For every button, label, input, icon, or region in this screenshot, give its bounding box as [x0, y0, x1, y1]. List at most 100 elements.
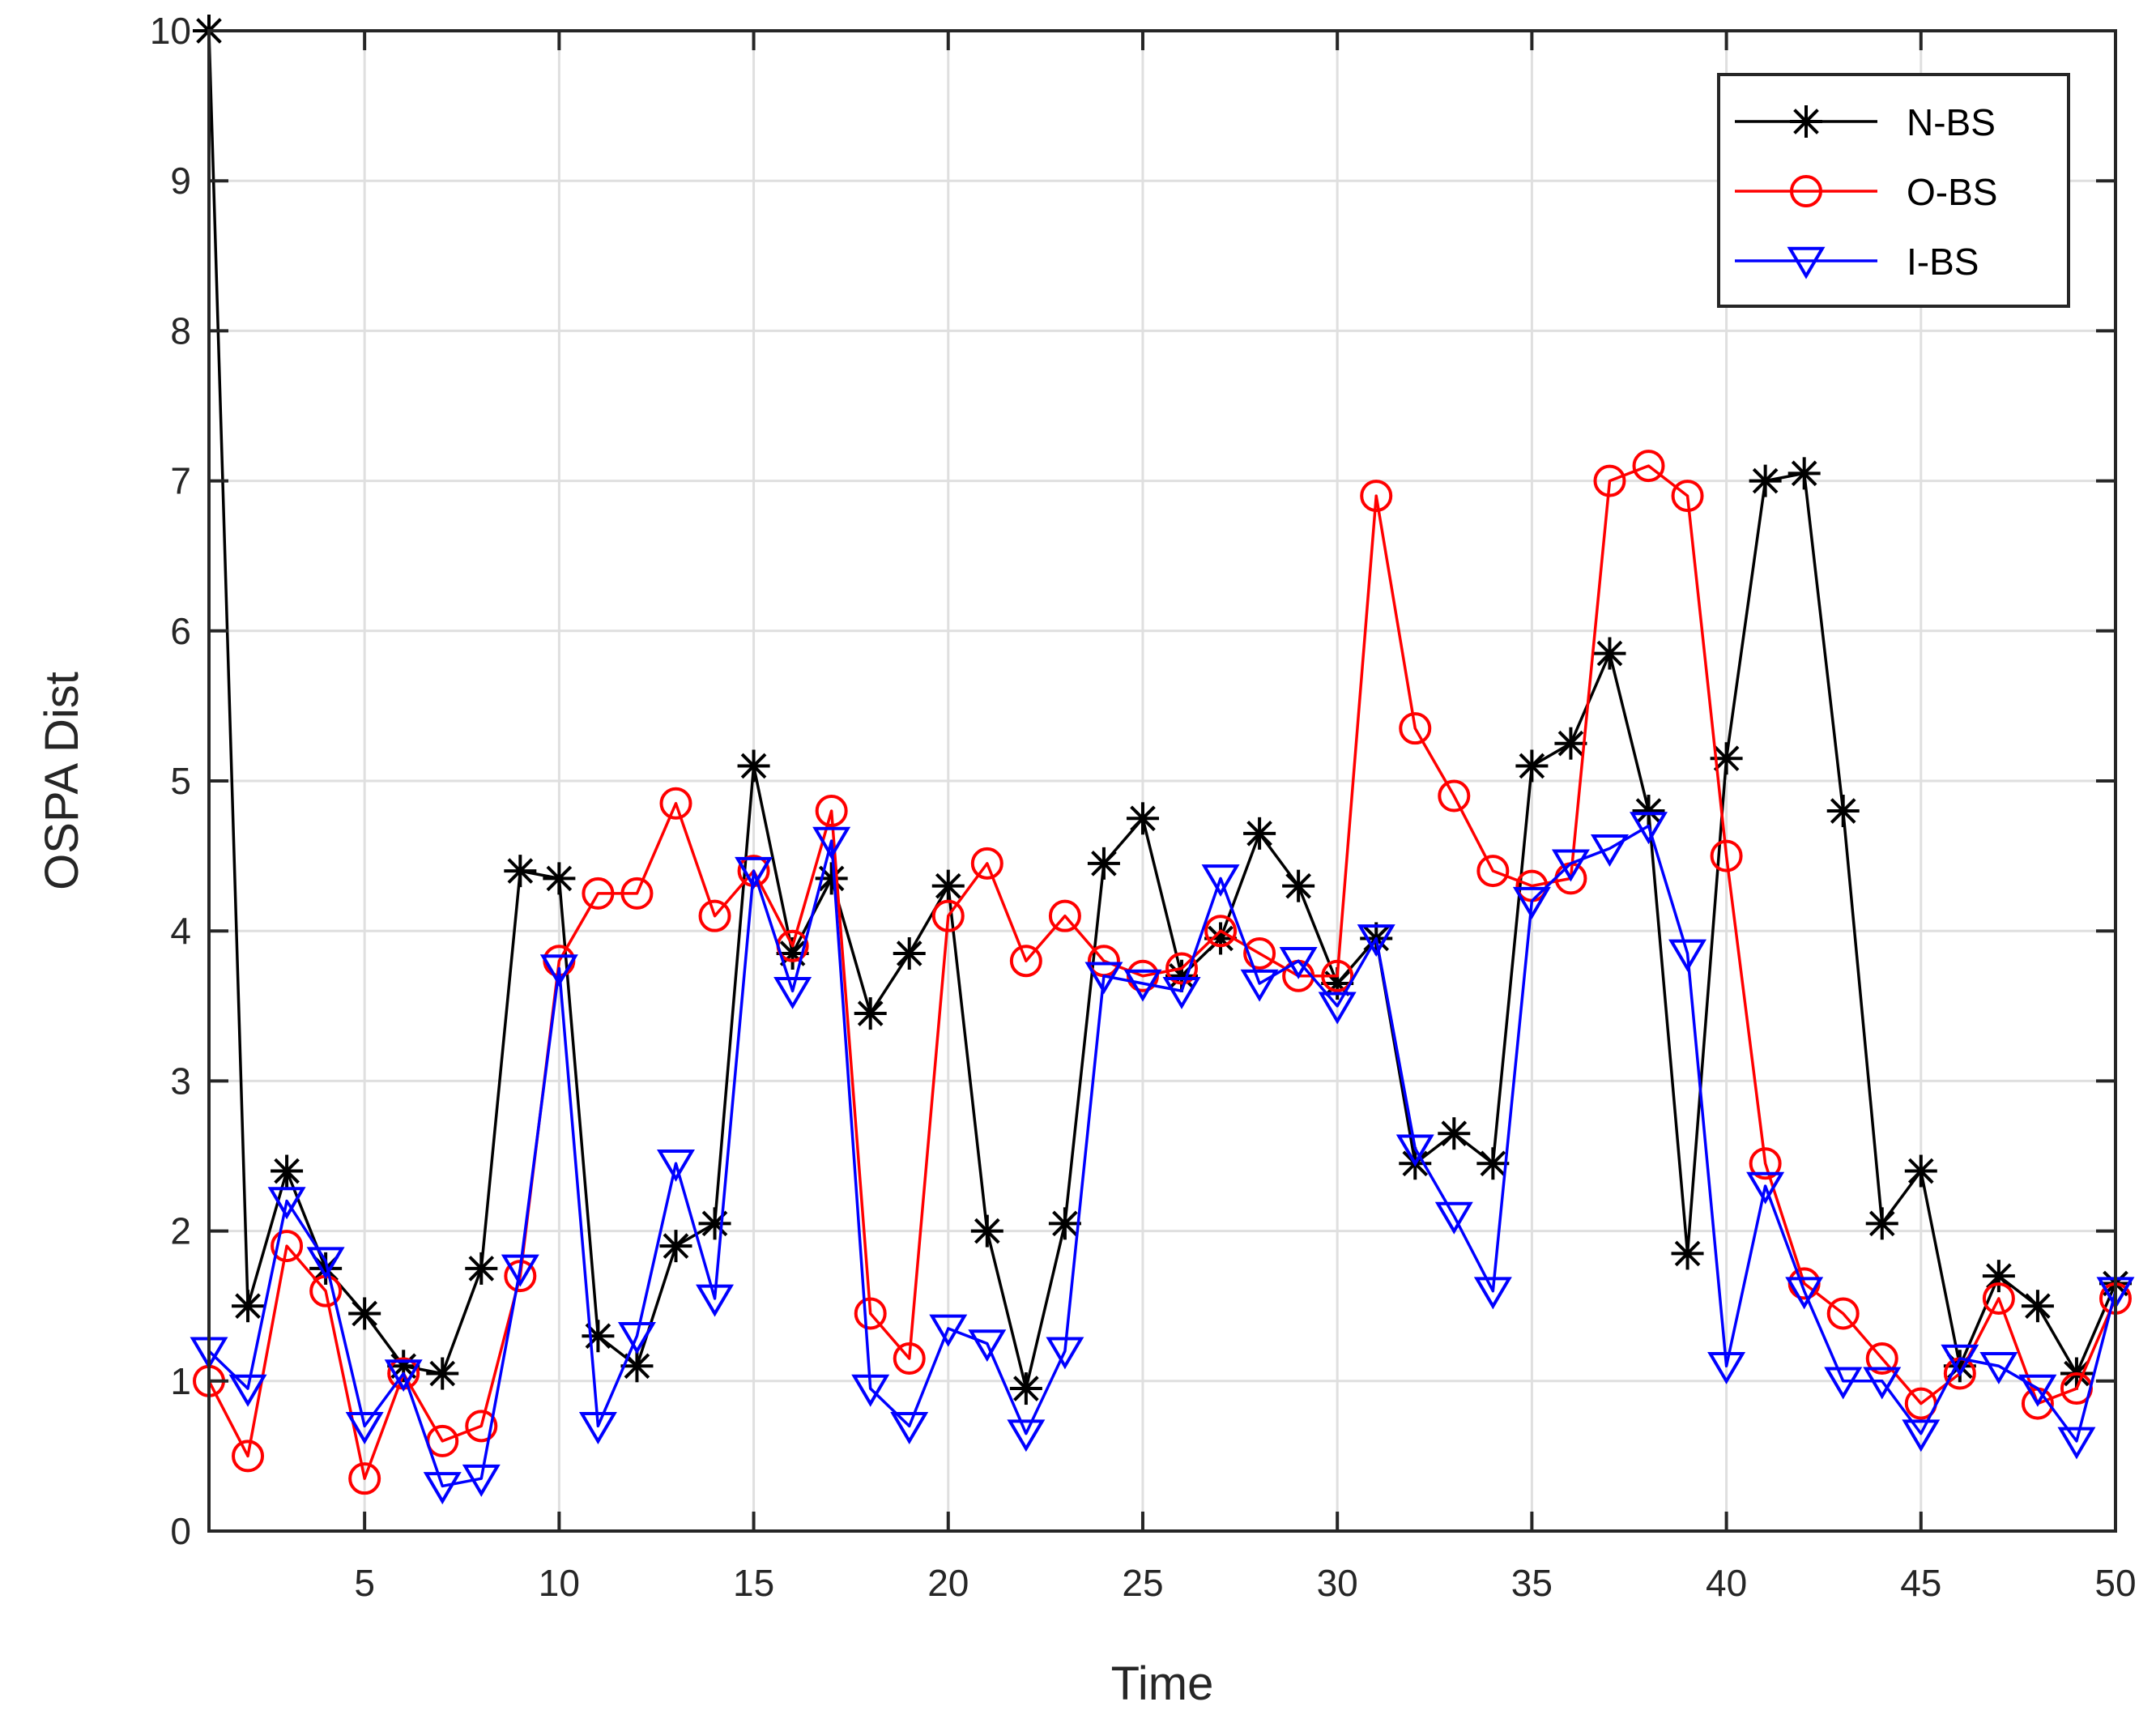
data-point-i-bs	[1084, 962, 1123, 995]
data-point-i-bs	[1318, 992, 1357, 1025]
y-tick-label: 3	[170, 1060, 191, 1102]
data-point-i-bs	[539, 954, 578, 987]
data-point-i-bs	[578, 1412, 617, 1445]
y-tick-label: 8	[170, 309, 191, 352]
data-point-i-bs	[2018, 1374, 2057, 1407]
x-tick-label: 30	[1317, 1562, 1358, 1604]
legend-label-o-bs: O-BS	[1907, 171, 1997, 213]
data-point-n-bs	[893, 936, 926, 970]
data-point-i-bs	[1979, 1351, 2018, 1384]
data-point-i-bs	[228, 1374, 267, 1407]
data-point-i-bs	[1551, 849, 1590, 882]
data-point-i-bs	[1863, 1367, 1902, 1400]
series-layer	[190, 15, 2135, 1505]
data-point-n-bs	[504, 855, 537, 888]
data-point-n-bs	[970, 1214, 1003, 1248]
data-point-n-bs	[931, 869, 965, 902]
data-point-i-bs	[1123, 969, 1162, 1002]
data-point-n-bs	[620, 1350, 654, 1383]
data-point-i-bs	[929, 1314, 968, 1347]
data-point-o-bs	[582, 877, 615, 910]
data-point-n-bs	[1009, 1372, 1042, 1405]
y-tick-label: 4	[170, 910, 191, 952]
data-point-i-bs	[1046, 1337, 1084, 1370]
data-point-o-bs	[1321, 959, 1354, 992]
data-point-i-bs	[1434, 1201, 1473, 1235]
y-tick-label: 6	[170, 610, 191, 652]
data-point-i-bs	[1512, 886, 1551, 919]
data-point-n-bs	[1515, 749, 1549, 783]
data-point-i-bs	[1941, 1344, 1979, 1377]
legend-label-n-bs: N-BS	[1907, 101, 1996, 143]
data-point-n-bs	[232, 1290, 265, 1323]
data-point-i-bs	[851, 1374, 890, 1407]
data-point-i-bs	[1746, 1171, 1785, 1205]
data-point-i-bs	[656, 1149, 695, 1182]
data-point-o-bs	[970, 847, 1003, 880]
data-point-o-bs	[1865, 1342, 1898, 1376]
data-point-o-bs	[815, 795, 848, 828]
data-point-i-bs	[735, 856, 773, 889]
data-point-o-bs	[698, 899, 731, 932]
data-point-o-bs	[1438, 779, 1471, 813]
data-point-o-bs	[1243, 936, 1276, 970]
data-point-i-bs	[267, 1187, 306, 1220]
data-point-n-bs	[1126, 802, 1159, 835]
data-point-i-bs	[812, 826, 851, 860]
data-point-i-bs	[1630, 812, 1668, 845]
data-point-n-bs	[1243, 817, 1276, 850]
data-point-n-bs	[1438, 1117, 1471, 1150]
data-point-n-bs	[465, 1252, 498, 1285]
data-point-o-bs	[1593, 464, 1626, 497]
legend-box	[1717, 73, 2070, 308]
legend-item-n-bs: N-BS	[1735, 101, 1996, 143]
data-point-o-bs	[232, 1440, 265, 1473]
legend-marker-n-bs	[1790, 105, 1822, 138]
data-point-i-bs	[617, 1321, 656, 1354]
data-point-n-bs	[1632, 795, 1665, 828]
data-point-i-bs	[1240, 969, 1279, 1002]
data-point-o-bs	[854, 1297, 887, 1330]
y-axis-label: OSPA Dist	[36, 672, 88, 890]
data-point-o-bs	[1399, 712, 1432, 745]
y-tick-label: 2	[170, 1210, 191, 1252]
data-point-i-bs	[1279, 946, 1318, 979]
data-point-n-bs	[1982, 1260, 2015, 1293]
data-point-n-bs	[543, 862, 576, 895]
data-point-o-bs	[1165, 952, 1199, 985]
data-point-i-bs	[773, 976, 812, 1009]
data-point-i-bs	[306, 1247, 345, 1280]
data-point-n-bs	[1087, 847, 1120, 880]
data-point-i-bs	[890, 1412, 929, 1445]
data-point-n-bs	[348, 1297, 381, 1330]
data-point-n-bs	[426, 1357, 459, 1390]
data-point-n-bs	[854, 997, 887, 1030]
legend-item-o-bs: O-BS	[1735, 171, 1997, 213]
data-point-n-bs	[1282, 869, 1315, 902]
x-tick-label: 15	[733, 1562, 774, 1604]
data-point-o-bs	[659, 787, 692, 820]
data-point-n-bs	[1865, 1207, 1898, 1240]
x-tick-label: 40	[1706, 1562, 1747, 1604]
data-point-i-bs	[1395, 1134, 1434, 1167]
x-tick-label: 50	[2094, 1562, 2136, 1604]
data-point-n-bs	[1593, 637, 1626, 670]
data-point-o-bs	[348, 1462, 381, 1495]
legend-marker-i-bs	[1787, 246, 1826, 279]
data-point-n-bs	[271, 1154, 304, 1188]
data-point-i-bs	[1707, 1351, 1746, 1384]
series-i-bs	[190, 812, 2135, 1505]
data-point-o-bs	[1826, 1297, 1860, 1330]
y-tick-label: 7	[170, 460, 191, 502]
legend-label-i-bs: I-BS	[1907, 241, 1979, 283]
data-point-n-bs	[1554, 727, 1587, 760]
data-point-o-bs	[1632, 450, 1665, 483]
data-point-o-bs	[1476, 855, 1510, 888]
data-point-i-bs	[2057, 1427, 2096, 1460]
data-point-i-bs	[1007, 1419, 1046, 1452]
legend-marker-o-bs	[1790, 175, 1822, 207]
data-point-o-bs	[931, 899, 965, 932]
data-point-o-bs	[893, 1342, 926, 1376]
